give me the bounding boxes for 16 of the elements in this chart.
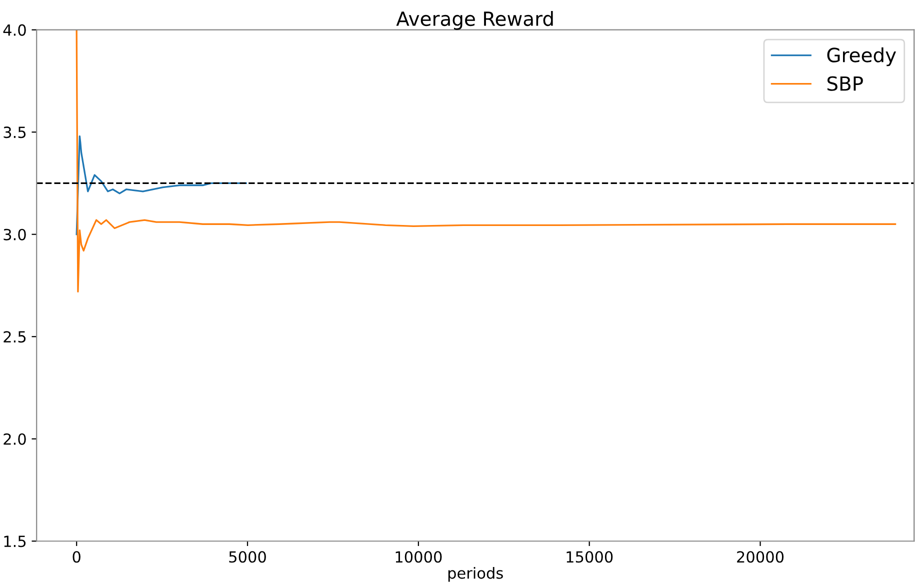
y-tick-label: 4.0 [3, 24, 26, 36]
x-tick-label: 20000 [737, 551, 784, 563]
y-tick-label: 2.5 [4, 331, 26, 343]
y-tick-label: 1.5 [4, 536, 26, 548]
x-tick-label: 15000 [566, 551, 613, 563]
legend-label: Greedy [827, 47, 896, 66]
x-tick-label: 10000 [396, 551, 442, 563]
x-tick-label: 0 [72, 551, 80, 563]
chart-title: Average Reward [396, 11, 553, 30]
y-tick-label: 2.0 [4, 433, 26, 445]
y-tick-label: 3.0 [4, 228, 26, 240]
x-tick-label: 5000 [229, 551, 266, 563]
line-series [76, 30, 896, 292]
legend-label: SBP [827, 76, 863, 91]
y-tick-label: 3.5 [4, 126, 26, 138]
x-axis-title: periods [448, 567, 503, 582]
